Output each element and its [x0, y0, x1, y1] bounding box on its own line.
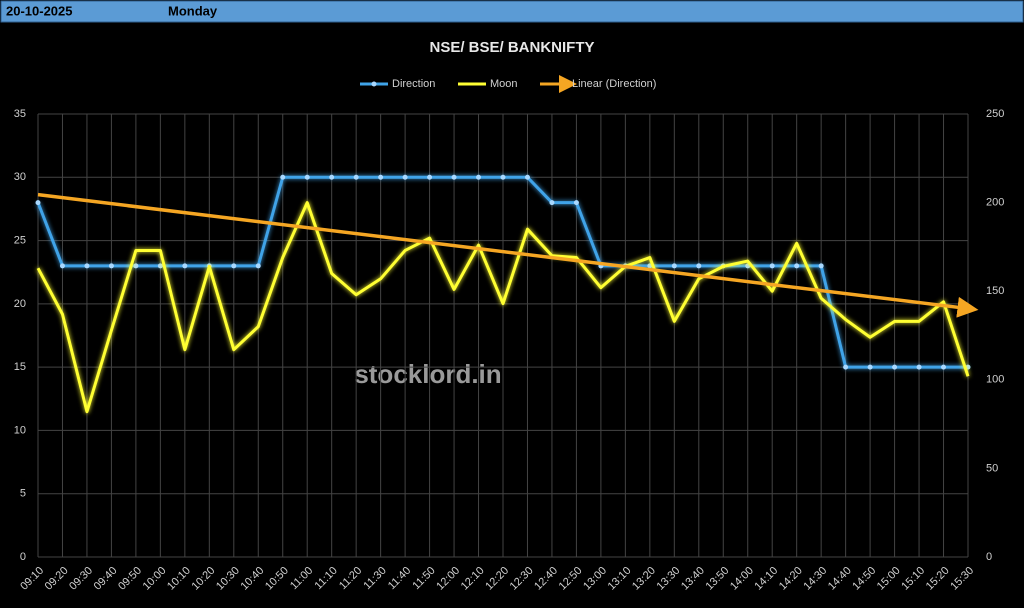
series-line	[36, 201, 970, 414]
marker	[329, 174, 335, 180]
marker	[696, 263, 702, 269]
marker	[84, 263, 90, 269]
marker	[231, 263, 237, 269]
marker	[255, 263, 261, 269]
marker	[500, 174, 506, 180]
marker	[941, 364, 947, 370]
y2-tick-label: 150	[986, 285, 1004, 297]
y-tick-label: 5	[20, 488, 26, 500]
header-day: Monday	[168, 3, 218, 18]
y-tick-label: 0	[20, 551, 26, 563]
marker	[916, 364, 922, 370]
y2-tick-label: 100	[986, 374, 1004, 386]
y2-tick-label: 200	[986, 197, 1004, 209]
y2-tick-label: 0	[986, 551, 992, 563]
header-date: 20-10-2025	[6, 3, 73, 18]
y-tick-label: 20	[14, 298, 26, 310]
legend-label: Direction	[392, 78, 435, 90]
trendline	[37, 192, 979, 318]
marker	[182, 263, 188, 269]
marker	[524, 174, 530, 180]
legend-marker	[371, 81, 377, 87]
marker	[818, 263, 824, 269]
marker	[573, 200, 579, 206]
marker	[59, 263, 65, 269]
marker	[794, 263, 800, 269]
chart-title: NSE/ BSE/ BANKNIFTY	[429, 39, 594, 56]
marker	[867, 364, 873, 370]
header-bar	[0, 0, 1024, 23]
y-tick-label: 30	[14, 171, 26, 183]
y2-tick-label: 250	[986, 108, 1004, 120]
marker	[108, 263, 114, 269]
marker	[304, 174, 310, 180]
marker	[157, 263, 163, 269]
marker	[35, 200, 41, 206]
marker	[133, 263, 139, 269]
marker	[769, 263, 775, 269]
marker	[378, 174, 384, 180]
y-tick-label: 35	[14, 108, 26, 120]
y-tick-label: 10	[14, 424, 26, 436]
marker	[402, 174, 408, 180]
marker	[280, 174, 286, 180]
marker	[892, 364, 898, 370]
y-tick-label: 25	[14, 234, 26, 246]
marker	[549, 200, 555, 206]
legend-label: Linear (Direction)	[572, 78, 656, 90]
marker	[671, 263, 677, 269]
y2-tick-label: 50	[986, 462, 998, 474]
marker	[427, 174, 433, 180]
watermark: stocklord.in	[354, 359, 501, 389]
marker	[476, 174, 482, 180]
marker	[451, 174, 457, 180]
marker	[843, 364, 849, 370]
marker	[353, 174, 359, 180]
y-tick-label: 15	[14, 361, 26, 373]
legend-label: Moon	[490, 78, 518, 90]
